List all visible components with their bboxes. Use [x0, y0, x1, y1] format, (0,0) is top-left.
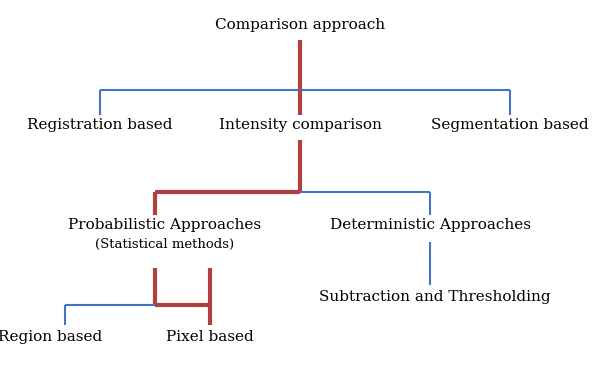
Text: Pixel based: Pixel based — [166, 330, 254, 344]
Text: Region based: Region based — [0, 330, 102, 344]
Text: (Statistical methods): (Statistical methods) — [95, 238, 235, 251]
Text: Comparison approach: Comparison approach — [215, 18, 385, 32]
Text: Segmentation based: Segmentation based — [431, 118, 589, 132]
Text: Probabilistic Approaches: Probabilistic Approaches — [68, 218, 262, 232]
Text: Subtraction and Thresholding: Subtraction and Thresholding — [319, 290, 551, 304]
Text: Intensity comparison: Intensity comparison — [218, 118, 382, 132]
Text: Deterministic Approaches: Deterministic Approaches — [329, 218, 530, 232]
Text: Registration based: Registration based — [27, 118, 173, 132]
